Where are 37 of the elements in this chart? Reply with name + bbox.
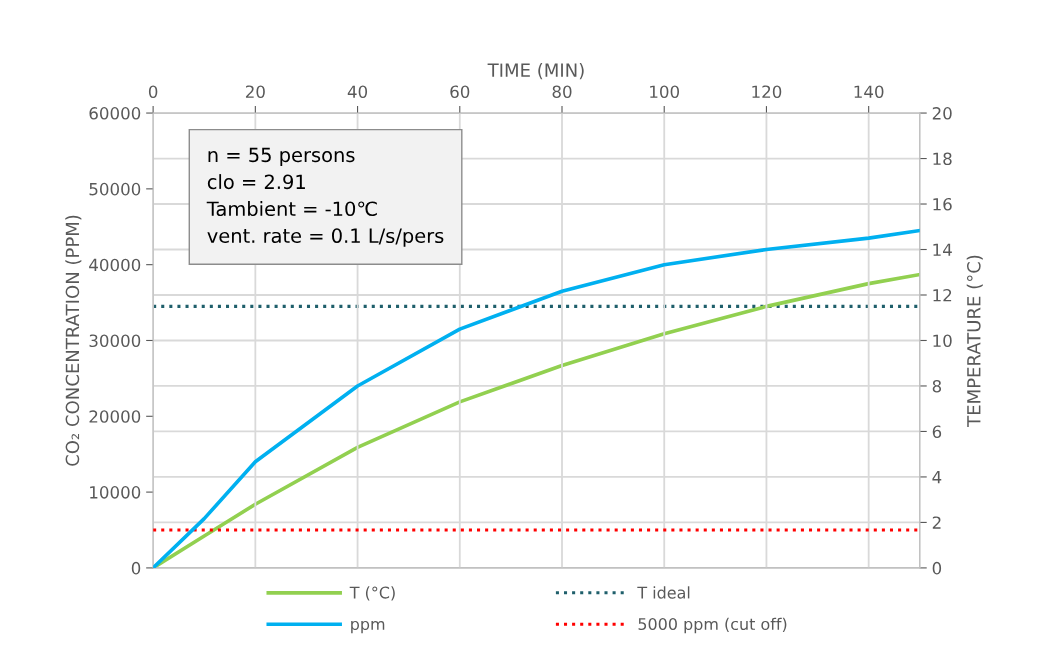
y2-tick-label: 8 [932, 379, 942, 393]
annotation: n = 55 persons [208, 147, 355, 166]
y-axis-title: CO₂ CONCENTRATION (PPM) [65, 215, 82, 466]
x-tick-label: 20 [245, 85, 265, 99]
y2-tick-label: 6 [932, 425, 942, 439]
y2-tick-label: 14 [933, 243, 952, 256]
x-tick-label: 40 [347, 85, 368, 99]
x-tick-label: 100 [650, 85, 680, 99]
annotation: vent. rate = 0.1 L/s/pers [207, 228, 444, 247]
x-tick-label: 80 [552, 85, 572, 99]
y-tick-label: 10000 [90, 486, 141, 499]
y-tick-label: 50000 [89, 182, 141, 196]
x-tick-label: 120 [752, 85, 782, 99]
y-tick-label: 60000 [89, 107, 141, 120]
annotation: clo = 2.91 [207, 174, 305, 190]
x-tick-label: 140 [854, 85, 884, 99]
y2-axis-title: TEMPERATURE (°C) [966, 255, 983, 427]
y-tick-label: 40000 [89, 258, 141, 272]
y2-tick-label: 2 [932, 516, 941, 529]
x-tick-label: 60 [450, 85, 470, 99]
y2-tick-label: 12 [933, 288, 952, 302]
y-tick-label: 0 [131, 561, 141, 575]
annotation: Tambient = -10℃ [206, 201, 377, 217]
y2-tick-label: 0 [932, 561, 942, 575]
x-tick-label: 0 [148, 85, 158, 99]
y-tick-label: 20000 [89, 410, 141, 423]
y2-tick-label: 20 [932, 107, 952, 120]
legend-label: T ideal [637, 586, 690, 599]
x-axis-title: TIME (MIN) [487, 63, 584, 80]
y2-tick-label: 18 [933, 152, 952, 166]
y2-tick-label: 10 [933, 334, 952, 348]
legend-label: T (°C) [349, 586, 395, 601]
y-tick-label: 30000 [89, 334, 141, 348]
y2-tick-label: 16 [933, 197, 952, 211]
y2-tick-label: 4 [932, 471, 942, 484]
legend-label: ppm [351, 620, 385, 634]
legend-label: 5000 ppm (cut off) [638, 617, 787, 634]
